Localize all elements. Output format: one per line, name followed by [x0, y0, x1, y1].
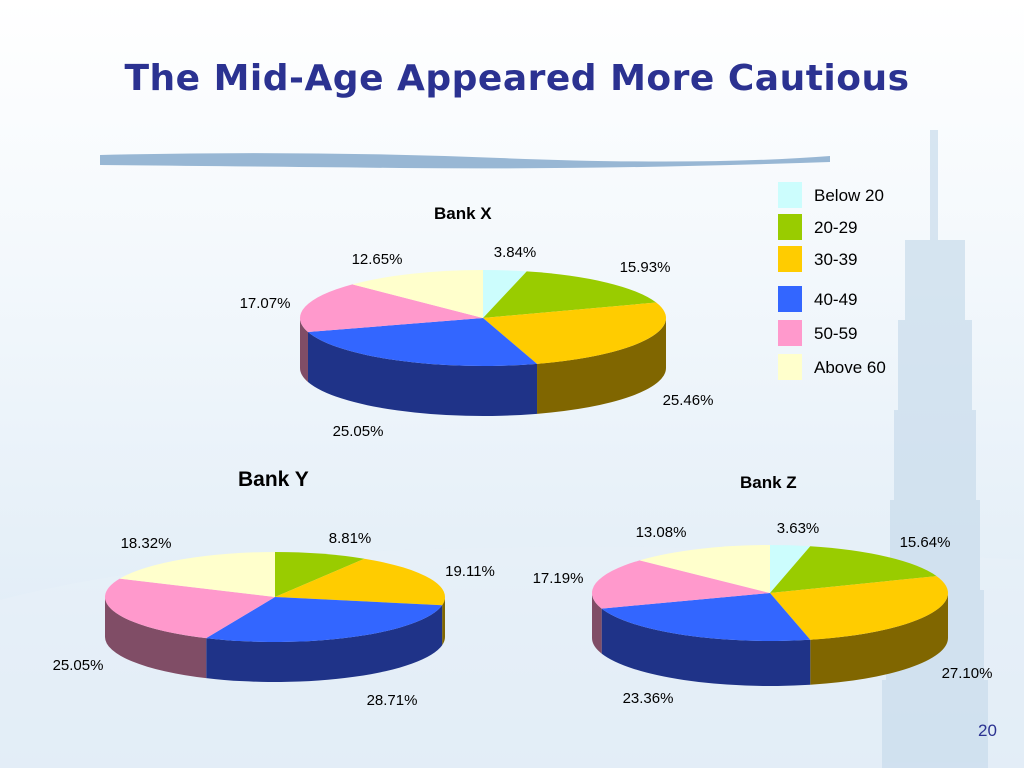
bank-z-slice-1 — [770, 546, 937, 593]
legend-item-50-59: 50-59 — [778, 320, 908, 348]
bank-x-label-above-60: 12.65% — [351, 251, 403, 268]
bank-y-slice-1 — [275, 552, 365, 597]
page-number: 20 — [978, 721, 997, 740]
bank-x-slice-5 — [352, 270, 483, 318]
bank-x-slice-4 — [300, 284, 483, 333]
bank-z-side-2 — [810, 593, 948, 685]
bank-x-slice-3 — [307, 318, 538, 366]
bank-z-label-above-60: 13.08% — [635, 524, 687, 541]
legend-swatch — [778, 286, 802, 312]
legend-swatch — [778, 320, 802, 346]
bank-y-pie — [104, 552, 446, 682]
bank-y-side-3 — [206, 605, 443, 682]
bank-x-label-20-29: 15.93% — [619, 259, 671, 276]
legend-swatch — [778, 214, 802, 240]
bank-x-slice-0 — [483, 270, 527, 318]
legend-swatch — [778, 182, 802, 208]
bank-y-title: Bank Y — [238, 468, 309, 491]
legend-item-20-29: 20-29 — [778, 214, 908, 242]
bank-y-label-above-60: 18.32% — [120, 535, 172, 552]
bank-x-title: Bank X — [434, 204, 492, 223]
legend-label: 50-59 — [814, 324, 858, 343]
bank-z-slice-2 — [770, 576, 948, 640]
legend-item-30-39: 30-39 — [778, 246, 908, 274]
legend-label: 30-39 — [814, 250, 858, 269]
bank-z-label-50-59: 17.19% — [532, 570, 584, 587]
bank-z-slice-5 — [639, 545, 770, 593]
legend-label: 40-49 — [814, 290, 858, 309]
bank-y-side-2 — [442, 597, 446, 646]
bank-x-pie — [300, 270, 666, 416]
bank-z-label-below-20: 3.63% — [776, 520, 820, 537]
bank-x-slice-1 — [483, 271, 657, 318]
legend-item-40-49: 40-49 — [778, 286, 908, 314]
legend-item-below-20: Below 20 — [778, 182, 908, 210]
bank-y-slice-4 — [104, 578, 276, 639]
bank-y-side-4 — [105, 597, 207, 679]
bank-x-label-below-20: 3.84% — [493, 244, 537, 261]
bank-y-label-50-59: 25.05% — [52, 657, 104, 674]
legend-item-above-60: Above 60 — [778, 354, 908, 382]
legend-label: 20-29 — [814, 218, 858, 237]
bank-x-side-2 — [537, 318, 666, 414]
slide-title: The Mid-Age Appeared More Cautious — [124, 58, 910, 99]
legend-swatch — [778, 246, 802, 272]
bank-y-label-30-39: 19.11% — [445, 563, 495, 580]
bank-y-slice-3 — [206, 597, 443, 642]
bank-y-slice-5 — [119, 552, 276, 597]
bank-y-label-40-49: 28.71% — [366, 692, 418, 709]
bank-z-slice-4 — [591, 560, 770, 609]
legend-label: Below 20 — [814, 186, 884, 205]
bank-x-side-3 — [307, 332, 538, 416]
bank-x-label-40-49: 25.05% — [332, 423, 384, 440]
bank-z-slice-0 — [770, 545, 811, 593]
bank-z-label-30-39: 27.10% — [941, 665, 993, 682]
bank-x-side-4 — [300, 318, 308, 383]
bank-y-slice-2 — [275, 558, 445, 606]
bank-x-slice-2 — [483, 302, 666, 364]
legend-swatch — [778, 354, 802, 380]
bank-z-slice-3 — [601, 593, 811, 641]
bank-z-side-3 — [601, 608, 811, 686]
bank-y-label-20-29: 8.81% — [328, 530, 372, 547]
bank-x-label-30-39: 25.46% — [662, 392, 714, 409]
legend-label: Above 60 — [814, 358, 886, 377]
bank-z-label-20-29: 15.64% — [899, 534, 951, 551]
bank-z-pie — [591, 545, 948, 686]
bank-z-title: Bank Z — [740, 473, 797, 492]
bank-x-label-50-59: 17.07% — [239, 295, 291, 312]
bank-z-label-40-49: 23.36% — [622, 690, 674, 707]
bank-z-side-4 — [592, 593, 602, 654]
